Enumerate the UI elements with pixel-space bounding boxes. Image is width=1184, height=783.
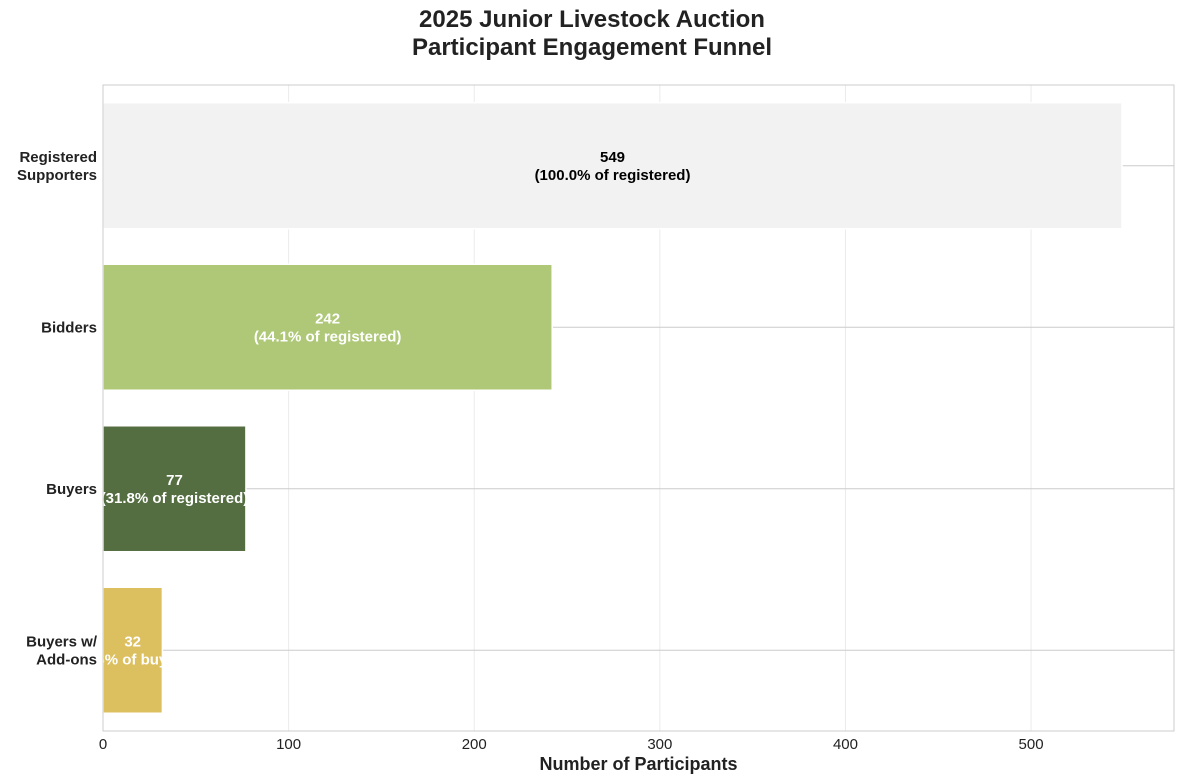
x-tick-label: 0 bbox=[99, 736, 107, 753]
x-axis-label: Number of Participants bbox=[539, 754, 737, 774]
bar-value-label: 32 bbox=[124, 633, 141, 650]
y-tick-label: Add-ons bbox=[36, 651, 97, 668]
y-tick-label: Buyers w/ bbox=[26, 633, 98, 650]
bar-value-label: 242 bbox=[315, 310, 340, 327]
y-tick-label: Registered bbox=[19, 149, 97, 166]
plot-frame bbox=[102, 84, 1175, 732]
bar-value-label: 77 bbox=[166, 472, 183, 489]
y-tick-label: Buyers bbox=[46, 481, 97, 498]
bar-pct-label: (100.0% of registered) bbox=[535, 167, 691, 184]
chart-title-line-1: 2025 Junior Livestock Auction bbox=[419, 6, 765, 33]
x-tick-label: 200 bbox=[462, 736, 487, 753]
x-tick-label: 500 bbox=[1019, 736, 1044, 753]
x-tick-label: 400 bbox=[833, 736, 858, 753]
chart-title: 2025 Junior Livestock Auction Participan… bbox=[0, 6, 1184, 62]
bars-group: 549(100.0% of registered) 242(44.1% of re… bbox=[71, 102, 1123, 714]
bar-pct-label: (44.1% of registered) bbox=[254, 328, 402, 345]
y-tick-label: Supporters bbox=[17, 167, 97, 184]
bar-0 bbox=[103, 102, 1123, 230]
x-tick-label: 100 bbox=[276, 736, 301, 753]
bar-pct-label: (41.6% of buyers) bbox=[71, 651, 195, 668]
bar-3 bbox=[103, 586, 164, 714]
x-tick-label: 300 bbox=[647, 736, 672, 753]
bar-2 bbox=[103, 425, 247, 553]
chart-title-line-2: Participant Engagement Funnel bbox=[411, 34, 773, 61]
bar-value-label: 549 bbox=[600, 149, 625, 166]
y-tick-label: Bidders bbox=[41, 319, 97, 336]
bar-pct-label: (31.8% of registered) bbox=[101, 490, 249, 507]
bar-1 bbox=[103, 263, 553, 391]
